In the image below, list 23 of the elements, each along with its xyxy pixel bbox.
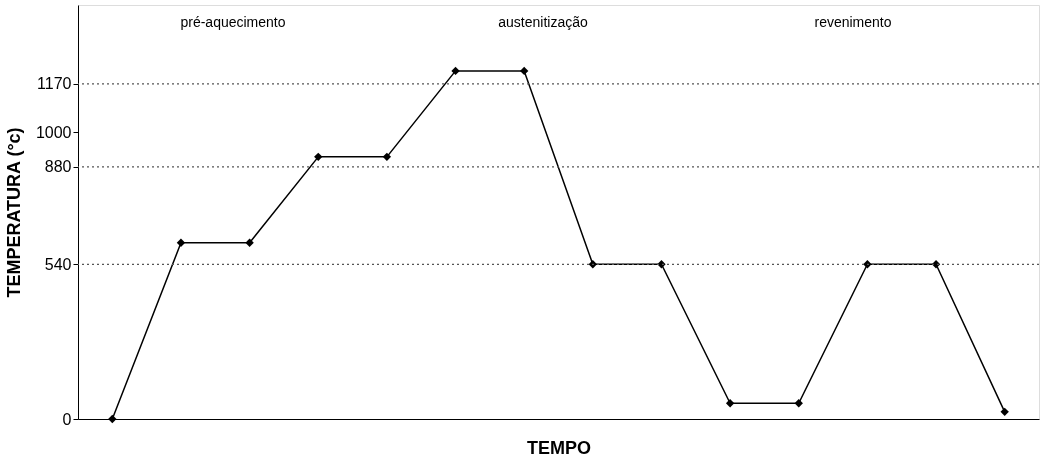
annotation: pré-aquecimento xyxy=(180,14,286,30)
point xyxy=(863,260,872,269)
point xyxy=(588,260,597,269)
annotation: austenitização xyxy=(498,14,588,30)
point xyxy=(176,238,186,247)
point xyxy=(520,66,529,76)
y-axis-title: TEMPERATURA (°c) xyxy=(3,127,24,298)
point xyxy=(1000,407,1009,417)
y-tick-label: 1170 xyxy=(37,75,72,93)
y-tick-label: 540 xyxy=(44,255,72,273)
y-tick-label: 880 xyxy=(44,158,72,176)
y-tick-label: 0 xyxy=(62,410,72,428)
point xyxy=(657,260,666,269)
point xyxy=(245,238,254,247)
point xyxy=(725,399,735,408)
point xyxy=(314,152,323,162)
point xyxy=(794,399,803,408)
point xyxy=(382,152,392,162)
point xyxy=(451,66,460,76)
y-tick-label: 1000 xyxy=(35,123,72,141)
x-axis-title: TEMPO xyxy=(526,437,592,458)
point xyxy=(108,414,117,424)
annotation: revenimento xyxy=(814,14,892,30)
